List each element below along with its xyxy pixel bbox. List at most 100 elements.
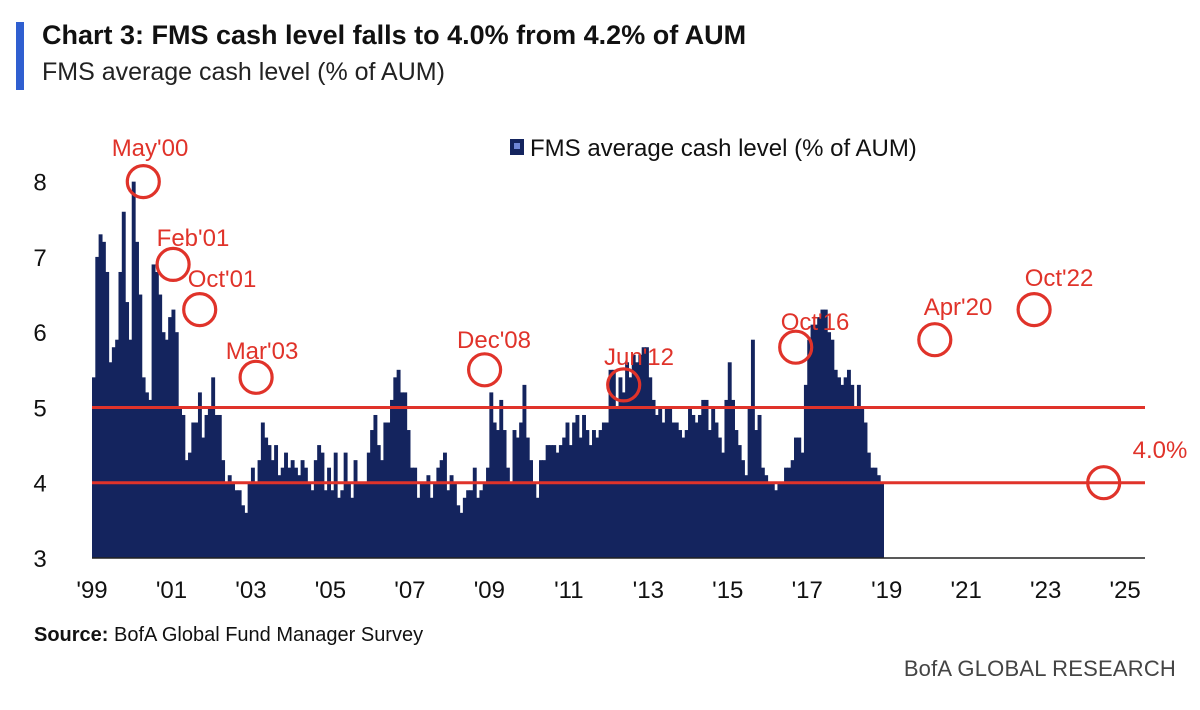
bar: [840, 384, 845, 558]
bar: [592, 430, 596, 558]
bar: [459, 512, 464, 558]
bar: [201, 437, 206, 558]
bar: [409, 467, 414, 558]
bar: [492, 422, 497, 558]
bar: [780, 482, 785, 558]
bar: [297, 475, 302, 558]
bar: [264, 437, 269, 558]
bar: [310, 490, 315, 558]
annotation-label: Mar'03: [226, 338, 299, 365]
bar: [416, 497, 421, 558]
bar: [287, 467, 292, 558]
title-accent-bar: [16, 22, 24, 90]
bar: [360, 482, 365, 558]
bar: [823, 309, 828, 558]
bar: [406, 430, 411, 558]
bar: [495, 430, 500, 558]
source-label: Source:: [34, 624, 109, 646]
bar: [194, 422, 199, 558]
bar: [423, 482, 428, 558]
legend-label: FMS average cash level (% of AUM): [530, 135, 917, 162]
bar: [197, 392, 202, 558]
x-tick-label: '05: [315, 577, 346, 604]
bar: [204, 414, 209, 558]
y-tick-label: 7: [33, 245, 46, 272]
brand-label: BofA GLOBAL RESEARCH: [903, 656, 1176, 681]
bar: [479, 490, 484, 558]
bar: [674, 422, 679, 558]
bar: [539, 460, 543, 558]
bar: [714, 422, 719, 558]
bar: [426, 475, 431, 558]
y-tick-label: 4: [33, 471, 46, 498]
bar: [767, 482, 772, 558]
bar: [777, 482, 782, 558]
bar: [813, 324, 818, 558]
annotation-circle: [467, 352, 503, 388]
bar: [403, 392, 408, 558]
bar: [317, 445, 322, 558]
bar: [525, 437, 530, 558]
bar: [241, 505, 245, 558]
bar: [221, 460, 226, 558]
bar: [731, 399, 735, 558]
bar: [161, 332, 166, 558]
bar: [363, 482, 368, 558]
bar: [671, 422, 676, 558]
bar: [486, 467, 490, 558]
annotation-circle: [917, 322, 953, 358]
bar: [280, 467, 285, 558]
bar: [237, 490, 242, 558]
bar: [227, 475, 232, 558]
bar: [462, 497, 467, 558]
bar: [131, 181, 136, 558]
annotation-label: Oct'16: [781, 309, 850, 336]
bar: [244, 512, 249, 558]
bar: [356, 482, 361, 558]
bar: [651, 399, 656, 558]
bar: [346, 482, 351, 558]
bar: [770, 482, 775, 558]
bar: [419, 482, 424, 558]
bar: [684, 430, 689, 558]
bar: [436, 467, 441, 558]
bar: [790, 460, 795, 558]
bar: [558, 445, 563, 558]
bar: [843, 377, 848, 558]
bar: [717, 437, 722, 558]
bar: [171, 309, 176, 558]
annotation-label: Jun'12: [604, 344, 674, 371]
bar: [98, 234, 103, 558]
x-tick-label: '15: [712, 577, 743, 604]
bar: [376, 445, 381, 558]
bar: [191, 422, 196, 558]
bar: [267, 445, 272, 558]
bar: [880, 482, 884, 558]
bar: [866, 452, 871, 558]
bar: [724, 399, 729, 558]
bar: [390, 399, 394, 558]
bar: [370, 430, 375, 558]
bar: [697, 414, 702, 558]
y-tick-label: 8: [33, 170, 46, 197]
bar: [138, 294, 143, 558]
annotation-circle: [606, 367, 642, 403]
source-note: Source: BofA Global Fund Manager Survey: [34, 624, 423, 647]
bar: [290, 460, 295, 558]
bar: [846, 369, 851, 558]
bar: [330, 490, 335, 558]
annotation-label: 4.0%: [1133, 437, 1188, 464]
bar: [482, 482, 487, 558]
legend: FMS average cash level (% of AUM): [510, 135, 917, 162]
bar: [353, 460, 358, 558]
y-tick-label: 6: [33, 320, 46, 347]
bar: [188, 452, 192, 558]
bar: [545, 445, 550, 558]
bar: [115, 339, 120, 558]
bar: [141, 377, 146, 558]
bar: [323, 490, 328, 558]
bar: [741, 460, 745, 558]
bar: [148, 399, 153, 558]
x-tick-label: '07: [394, 577, 425, 604]
bar: [654, 414, 659, 558]
